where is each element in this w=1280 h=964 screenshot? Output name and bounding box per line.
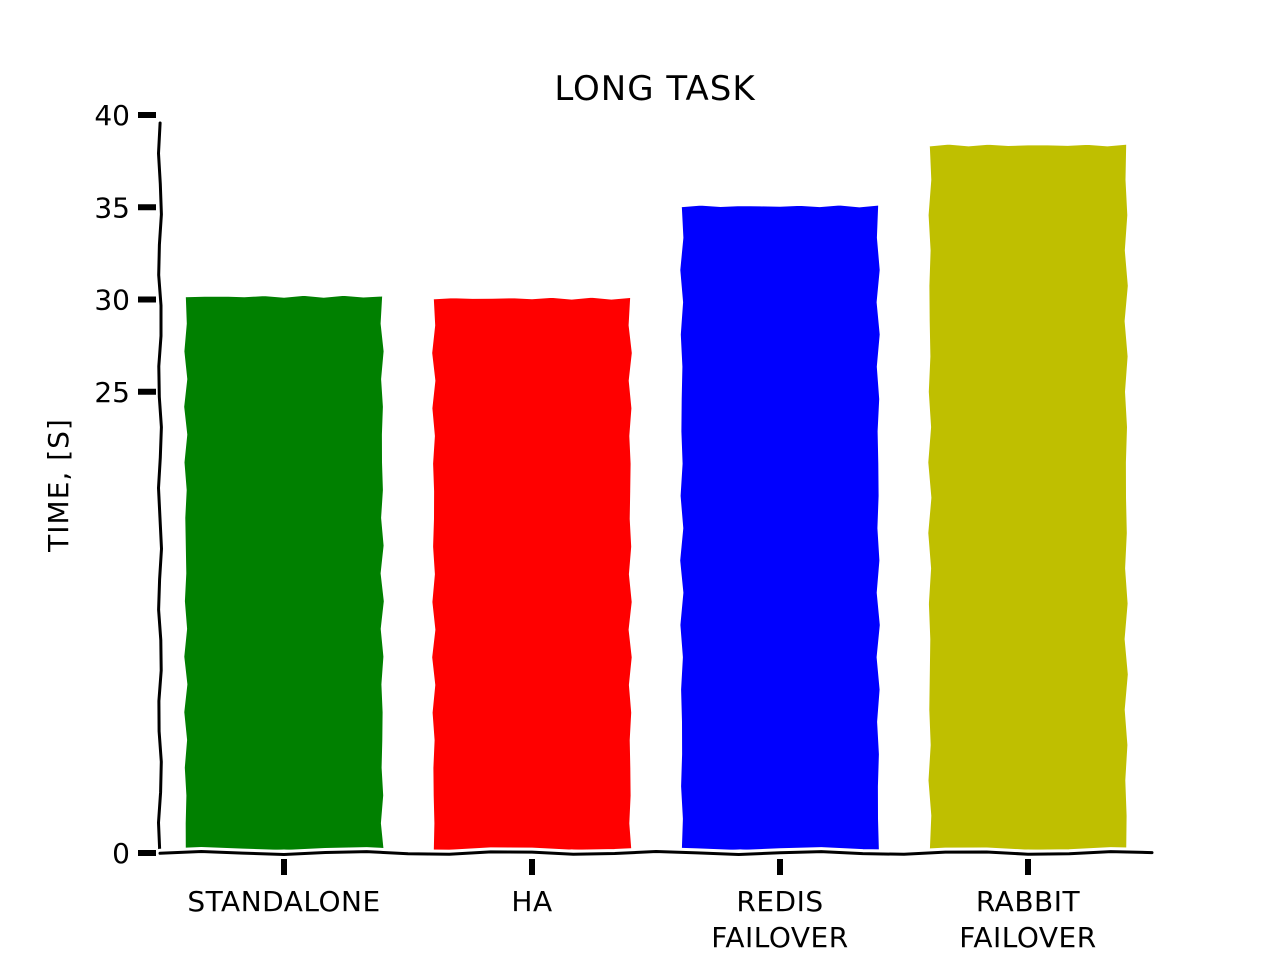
x-axis-line (158, 849, 1154, 857)
y-tick-label: 25 (94, 376, 130, 409)
y-tick-label: 30 (94, 284, 130, 317)
y-axis-line (156, 121, 164, 855)
x-tick-label: FAILOVER (959, 921, 1096, 954)
bars-layer (182, 142, 1130, 853)
y-tick-label: 0 (112, 837, 130, 870)
ticks-layer: STANDALONE HA REDISFAILOVERRABBITFAILOVER0… (94, 99, 1096, 954)
bar-rabbit-failover (926, 142, 1130, 853)
y-axis-label: TIME, [S] (42, 418, 75, 553)
axes-layer (153, 118, 1157, 860)
x-tick-label: HA (511, 885, 552, 918)
bar-standalone (182, 293, 386, 853)
x-tick-label: FAILOVER (711, 921, 848, 954)
x-tick-label: REDIS (736, 885, 823, 918)
bar-ha (430, 295, 634, 853)
y-tick-label: 40 (94, 99, 130, 132)
x-tick-label: RABBIT (976, 885, 1081, 918)
bar-redis-failover (678, 203, 882, 853)
chart-title: LONG TASK (554, 69, 756, 109)
y-tick-label: 35 (94, 191, 130, 224)
x-tick-label: STANDALONE (187, 885, 380, 918)
